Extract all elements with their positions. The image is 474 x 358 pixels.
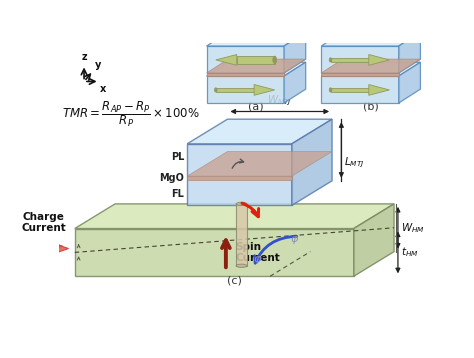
Ellipse shape	[329, 88, 332, 92]
Polygon shape	[330, 88, 369, 92]
Text: FL: FL	[171, 189, 184, 199]
Ellipse shape	[329, 58, 332, 62]
Polygon shape	[207, 59, 306, 73]
Text: Spin
Current: Spin Current	[235, 242, 280, 263]
Polygon shape	[75, 204, 394, 228]
FancyArrowPatch shape	[232, 159, 244, 168]
Polygon shape	[207, 46, 284, 73]
Polygon shape	[207, 76, 284, 103]
Polygon shape	[369, 54, 390, 65]
Polygon shape	[321, 32, 420, 46]
Text: $L_{MTJ}$: $L_{MTJ}$	[345, 155, 365, 169]
Polygon shape	[216, 88, 254, 92]
FancyArrowPatch shape	[255, 236, 297, 263]
Polygon shape	[187, 176, 292, 180]
Text: PL: PL	[171, 153, 184, 163]
Polygon shape	[321, 59, 420, 73]
Polygon shape	[399, 32, 420, 73]
Polygon shape	[321, 76, 399, 103]
Polygon shape	[30, 238, 69, 259]
Polygon shape	[237, 55, 275, 64]
Polygon shape	[321, 73, 399, 76]
Polygon shape	[75, 228, 354, 276]
Polygon shape	[321, 46, 399, 73]
Polygon shape	[207, 32, 306, 46]
Polygon shape	[216, 54, 237, 65]
FancyArrowPatch shape	[242, 203, 259, 217]
Polygon shape	[284, 32, 306, 73]
Text: y: y	[95, 60, 101, 70]
Polygon shape	[369, 84, 390, 95]
Polygon shape	[330, 58, 369, 62]
Polygon shape	[236, 204, 247, 266]
Text: $\varphi$: $\varphi$	[253, 255, 262, 266]
Text: $W_{MTJ}$: $W_{MTJ}$	[267, 93, 292, 108]
Text: $t_{HM}$: $t_{HM}$	[401, 246, 419, 259]
Polygon shape	[24, 234, 63, 258]
Text: z: z	[81, 52, 87, 62]
Ellipse shape	[236, 202, 247, 205]
Text: Charge
Current: Charge Current	[21, 212, 66, 233]
Polygon shape	[284, 62, 306, 103]
Text: $TMR = \dfrac{R_{AP} - R_P}{R_P} \times 100\%$: $TMR = \dfrac{R_{AP} - R_P}{R_P} \times …	[62, 99, 199, 129]
Polygon shape	[207, 62, 306, 76]
Text: $\varphi$: $\varphi$	[290, 234, 300, 246]
Text: (c): (c)	[227, 276, 242, 286]
Polygon shape	[292, 119, 332, 205]
Text: MgO: MgO	[159, 173, 184, 183]
Text: $W_{HM}$: $W_{HM}$	[401, 221, 425, 234]
Text: (a): (a)	[248, 101, 264, 111]
Text: x: x	[100, 84, 107, 94]
Text: (b): (b)	[363, 101, 379, 111]
Polygon shape	[207, 73, 284, 76]
Polygon shape	[399, 62, 420, 103]
Polygon shape	[354, 204, 394, 276]
Polygon shape	[321, 62, 420, 76]
Ellipse shape	[273, 56, 277, 64]
Polygon shape	[187, 151, 332, 176]
Ellipse shape	[215, 88, 217, 92]
Polygon shape	[187, 144, 292, 205]
Ellipse shape	[236, 264, 247, 267]
Polygon shape	[254, 84, 275, 95]
Polygon shape	[187, 119, 332, 144]
